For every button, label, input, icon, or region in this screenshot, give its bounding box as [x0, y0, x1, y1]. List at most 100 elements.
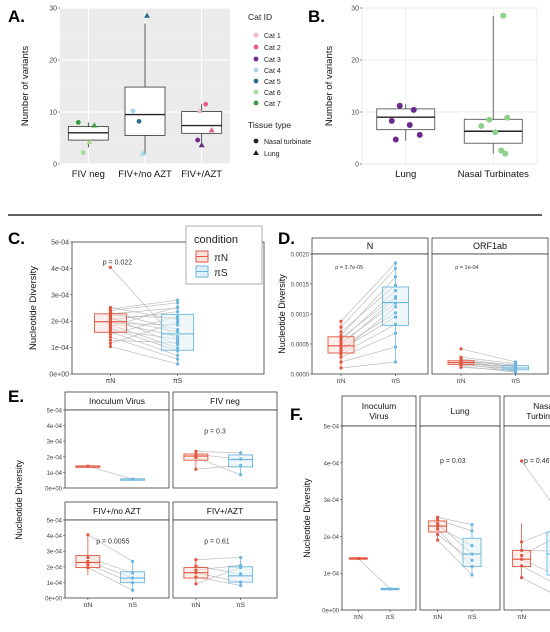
y-tick-label: 10 — [49, 110, 57, 117]
chart-e: Inoculum Virus 0e+00 1e-04 2e-04 3e-04 4e-04 5… — [14, 391, 278, 609]
data-point — [108, 330, 112, 334]
data-point — [486, 116, 493, 123]
facet-strip-label: Virus — [369, 411, 388, 421]
data-point — [520, 564, 524, 568]
x-tick-label: πS — [128, 602, 137, 609]
data-point — [436, 527, 440, 531]
legend-cat-label-3: Cat 3 — [264, 57, 281, 64]
pair-line — [110, 302, 178, 311]
y-tick-label: 0 — [355, 162, 359, 169]
legend-cat-label-6: Cat 6 — [264, 90, 281, 97]
pair-line — [195, 557, 241, 561]
pair-line — [340, 268, 396, 328]
data-point — [406, 122, 413, 128]
pair-line — [87, 567, 133, 591]
panel-label-f: F. — [290, 405, 303, 424]
data-point — [194, 455, 198, 460]
x-tick-label: πN — [336, 378, 345, 385]
data-point — [470, 564, 474, 569]
data-point — [459, 365, 463, 369]
data-point — [339, 347, 343, 351]
y-tick-label: 3e-04 — [324, 498, 340, 504]
data-point — [194, 568, 198, 572]
data-point — [520, 548, 524, 552]
legend-condition-title: condition — [194, 234, 238, 246]
data-point — [500, 12, 507, 19]
data-point — [388, 587, 392, 591]
data-point — [176, 349, 180, 353]
box — [376, 108, 436, 131]
p-value-label: p = 0.61 — [204, 538, 230, 545]
y-tick-label: 5e-04 — [51, 240, 69, 247]
y-axis-label: Nucleotide Diversity — [14, 460, 24, 540]
y-tick-label: 0e+00 — [322, 609, 340, 615]
legend-cat-id: Cat ID Cat 1 Cat 2 Cat 3 Cat 4 Cat 5 Cat… — [248, 12, 311, 158]
data-point — [86, 138, 93, 145]
panel-label-c: C. — [8, 229, 25, 248]
p-value-label: p = 0.0055 — [96, 538, 129, 545]
y-tick-label: 0.0015 — [291, 283, 310, 289]
pair-line — [340, 361, 396, 369]
data-point — [393, 322, 398, 326]
y-tick-label: 0.0010 — [291, 313, 310, 319]
pair-line — [437, 539, 473, 576]
facet-strip-label: Lung — [451, 406, 470, 416]
y-tick-label: 3e-04 — [51, 292, 69, 299]
data-point — [131, 576, 135, 580]
legend-condition: condition πN πS — [185, 225, 263, 285]
legend-cat-title: Cat ID — [248, 12, 272, 22]
y-tick-label: 20 — [49, 58, 57, 65]
data-point — [416, 131, 423, 138]
y-tick-label: 4e-04 — [47, 534, 63, 540]
data-point — [194, 449, 198, 453]
y-tick-label: 3e-04 — [47, 550, 63, 556]
data-point — [339, 319, 343, 323]
y-tick-label: 4e-04 — [324, 461, 340, 467]
x-tick-label: πN — [433, 614, 442, 621]
y-tick-label: 0 — [53, 162, 57, 169]
p-value-label: p = 3.7e-05 — [335, 265, 363, 271]
panel-label-e: E. — [8, 387, 24, 406]
data-point — [176, 334, 180, 339]
legend-cat-label-1: Cat 1 — [264, 33, 281, 40]
pair-line — [195, 450, 241, 454]
legend-cat-label-4: Cat 4 — [264, 68, 281, 75]
data-point — [176, 330, 180, 334]
data-point — [436, 515, 440, 519]
facet-strip-label: FIV+/AZT — [207, 506, 244, 516]
data-point — [392, 136, 399, 143]
facet-panel — [172, 409, 278, 489]
data-point — [108, 335, 112, 339]
data-point — [393, 275, 398, 279]
y-tick-label: 10 — [351, 110, 359, 117]
y-tick-label: 0.0005 — [291, 343, 310, 349]
data-point — [520, 459, 524, 463]
chart-d: NπN πS p = 3.7e-05 0.0000 0.0005 0.0010 0.0015… — [277, 237, 549, 385]
data-point — [136, 118, 142, 124]
data-point — [520, 557, 524, 561]
data-point — [339, 366, 343, 370]
y-tick-label: 5e-04 — [47, 519, 63, 525]
data-point — [478, 123, 485, 130]
data-point — [131, 571, 135, 575]
data-point — [239, 563, 243, 567]
facet-strip-label: ORF1ab — [473, 241, 507, 251]
facet-panel — [172, 519, 278, 599]
legend-condition-item-pin: πN — [195, 250, 228, 264]
x-tick-label: πS — [236, 602, 245, 609]
chart-a: 0 10 20 30 Number of variants FIV neg FIV+/no … — [20, 6, 230, 180]
facet-panel — [431, 253, 549, 375]
data-point — [176, 353, 180, 358]
x-tick-label: Lung — [395, 169, 416, 180]
data-point — [176, 323, 180, 327]
data-point — [198, 142, 205, 148]
y-axis-label: Nucleotide Diversity — [277, 274, 287, 354]
data-point — [339, 330, 343, 334]
data-point — [393, 289, 398, 293]
pair-line — [521, 577, 550, 593]
pair-line — [340, 262, 396, 322]
data-point — [130, 108, 136, 114]
data-point — [470, 544, 474, 548]
data-point — [86, 562, 90, 567]
